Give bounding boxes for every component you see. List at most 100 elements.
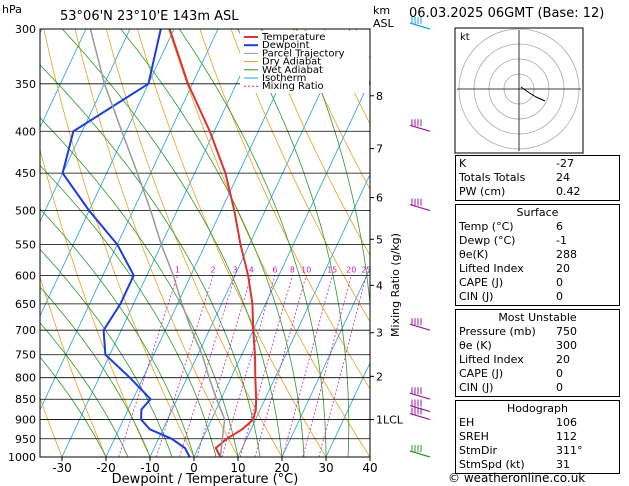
- hodograph-stat-value: 31: [556, 458, 570, 471]
- isotherm-line: [40, 29, 131, 223]
- km-label: km: [373, 4, 390, 17]
- wind-barb: [409, 392, 431, 400]
- wind-barb: [409, 412, 431, 421]
- most-unstable-value: 20: [556, 353, 570, 366]
- dewpoint-line: [61, 29, 191, 457]
- index-row: K -27: [459, 157, 616, 171]
- km-tick-label: 7: [376, 143, 383, 156]
- pressure-tick-label: 750: [15, 349, 36, 362]
- pressure-tick-label: 700: [15, 324, 36, 337]
- km-tick-label: 3: [376, 327, 383, 340]
- legend-entry: Isotherm: [262, 73, 306, 84]
- x-tick-label: 10: [230, 461, 245, 475]
- mixing-ratio-label: 10: [301, 265, 311, 274]
- dry-adiabat-line: [230, 29, 370, 323]
- mixing-ratio-label: 15: [327, 265, 337, 274]
- wind-barb: [409, 204, 431, 212]
- hodograph: kt: [454, 27, 584, 154]
- hodograph-stat-row: SREH 112: [459, 430, 616, 444]
- pressure-tick-label: 900: [15, 414, 36, 427]
- mixing-ratio-line: [221, 275, 276, 457]
- surface-value: 20: [556, 262, 570, 275]
- index-value: -27: [556, 157, 574, 170]
- x-tick-label: -30: [52, 461, 72, 475]
- km-tick-label: 1LCL: [376, 414, 404, 427]
- wet-adiabat-line: [40, 322, 129, 457]
- x-tick-label: -10: [140, 461, 160, 475]
- most-unstable-value: 0: [556, 367, 563, 380]
- km-tick-label: 8: [376, 90, 383, 103]
- wind-barb: [409, 323, 431, 331]
- surface-label: CAPE (J): [459, 276, 504, 289]
- surface-row: θe(K) 288: [459, 248, 616, 262]
- legend-entry: Mixing Ratio: [262, 81, 324, 92]
- copyright-footer: © weatheronline.co.uk: [448, 471, 586, 485]
- legend-entry: Wet Adiabat: [262, 65, 323, 76]
- index-value: 24: [556, 171, 570, 184]
- wet-adiabat-line: [40, 356, 107, 457]
- index-row: PW (cm) 0.42: [459, 185, 616, 199]
- most-unstable-label: Pressure (mb): [459, 325, 536, 338]
- wet-adiabat-line: [237, 29, 350, 457]
- isotherm-line: [149, 29, 351, 457]
- mixing-ratio-line: [239, 275, 293, 457]
- pressure-tick-label: 450: [15, 167, 36, 180]
- indices-table: K -27 Totals Totals 24 PW (cm) 0.42: [455, 155, 620, 201]
- hodograph-stat-label: StmSpd (kt): [459, 458, 525, 471]
- surface-value: 0: [556, 290, 563, 303]
- pressure-tick-label: 1000: [8, 451, 36, 464]
- mixing-ratio-line: [179, 275, 236, 457]
- most-unstable-value: 0: [556, 381, 563, 394]
- wind-barb: [409, 450, 431, 458]
- pressure-tick-label: 300: [15, 23, 36, 36]
- plot-frame: [39, 28, 371, 458]
- pressure-tick-label: 850: [15, 393, 36, 406]
- hodograph-table-title: Hodograph: [507, 402, 568, 415]
- surface-value: 0: [556, 276, 563, 289]
- mixing-ratio-label: 6: [272, 265, 277, 274]
- axes: 3003504004505005506006507007508008509009…: [8, 23, 404, 475]
- hodograph-stat-value: 106: [556, 416, 577, 429]
- x-axis-title: Dewpoint / Temperature (°C): [112, 472, 299, 486]
- hodograph-table: Hodograph EH 106 SREH 112 StmDir 311° StmSpd (…: [455, 400, 620, 474]
- stats-panel: K -27 Totals Totals 24 PW (cm) 0.42 Surface T…: [455, 155, 620, 477]
- surface-row: Lifted Index 20: [459, 262, 616, 276]
- chart-title: 53°06'N 23°10'E 143m ASL: [60, 9, 239, 24]
- pressure-tick-label: 350: [15, 78, 36, 91]
- km-tick-label: 2: [376, 370, 383, 383]
- most-unstable-value: 300: [556, 339, 577, 352]
- asl-label: ASL: [373, 17, 395, 30]
- temperature-line: [168, 29, 258, 457]
- km-tick-label: 5: [376, 233, 383, 246]
- dry-adiabat-line: [74, 29, 239, 457]
- isotherm-line: [40, 29, 219, 411]
- isotherm-line: [40, 29, 87, 129]
- hodograph-trace: [520, 86, 546, 102]
- isotherm-line: [61, 29, 263, 457]
- surface-title: Surface: [516, 206, 559, 219]
- mixing-ratio-line: [318, 275, 367, 457]
- date-title: 06.03.2025 06GMT (Base: 12): [409, 6, 605, 21]
- pressure-tick-label: 500: [15, 205, 36, 218]
- isotherm-line: [193, 79, 370, 457]
- index-label: K: [459, 157, 467, 170]
- most-unstable-value: 750: [556, 325, 577, 338]
- surface-row: CIN (J) 0: [459, 290, 616, 304]
- isotherm-line: [40, 29, 175, 317]
- x-tick-label: 40: [362, 461, 377, 475]
- mixing-ratio-label: 1: [175, 265, 180, 274]
- mixing-ratio-label: 4: [249, 265, 254, 274]
- surface-value: -1: [556, 234, 567, 247]
- hodograph-stat-value: 311°: [556, 444, 583, 457]
- isotherm-line: [237, 173, 370, 457]
- most-unstable-label: Lifted Index: [459, 353, 524, 366]
- most-unstable-title: Most Unstable: [498, 311, 577, 324]
- km-tick-label: 6: [376, 192, 383, 205]
- parcel-trajectory-line: [89, 29, 226, 457]
- pressure-tick-label: 950: [15, 433, 36, 446]
- mixing-ratio-label: 3: [233, 265, 238, 274]
- surface-label: Temp (°C): [459, 220, 514, 233]
- dry-adiabat-line: [261, 29, 370, 257]
- hodograph-stat-label: StmDir: [459, 444, 498, 457]
